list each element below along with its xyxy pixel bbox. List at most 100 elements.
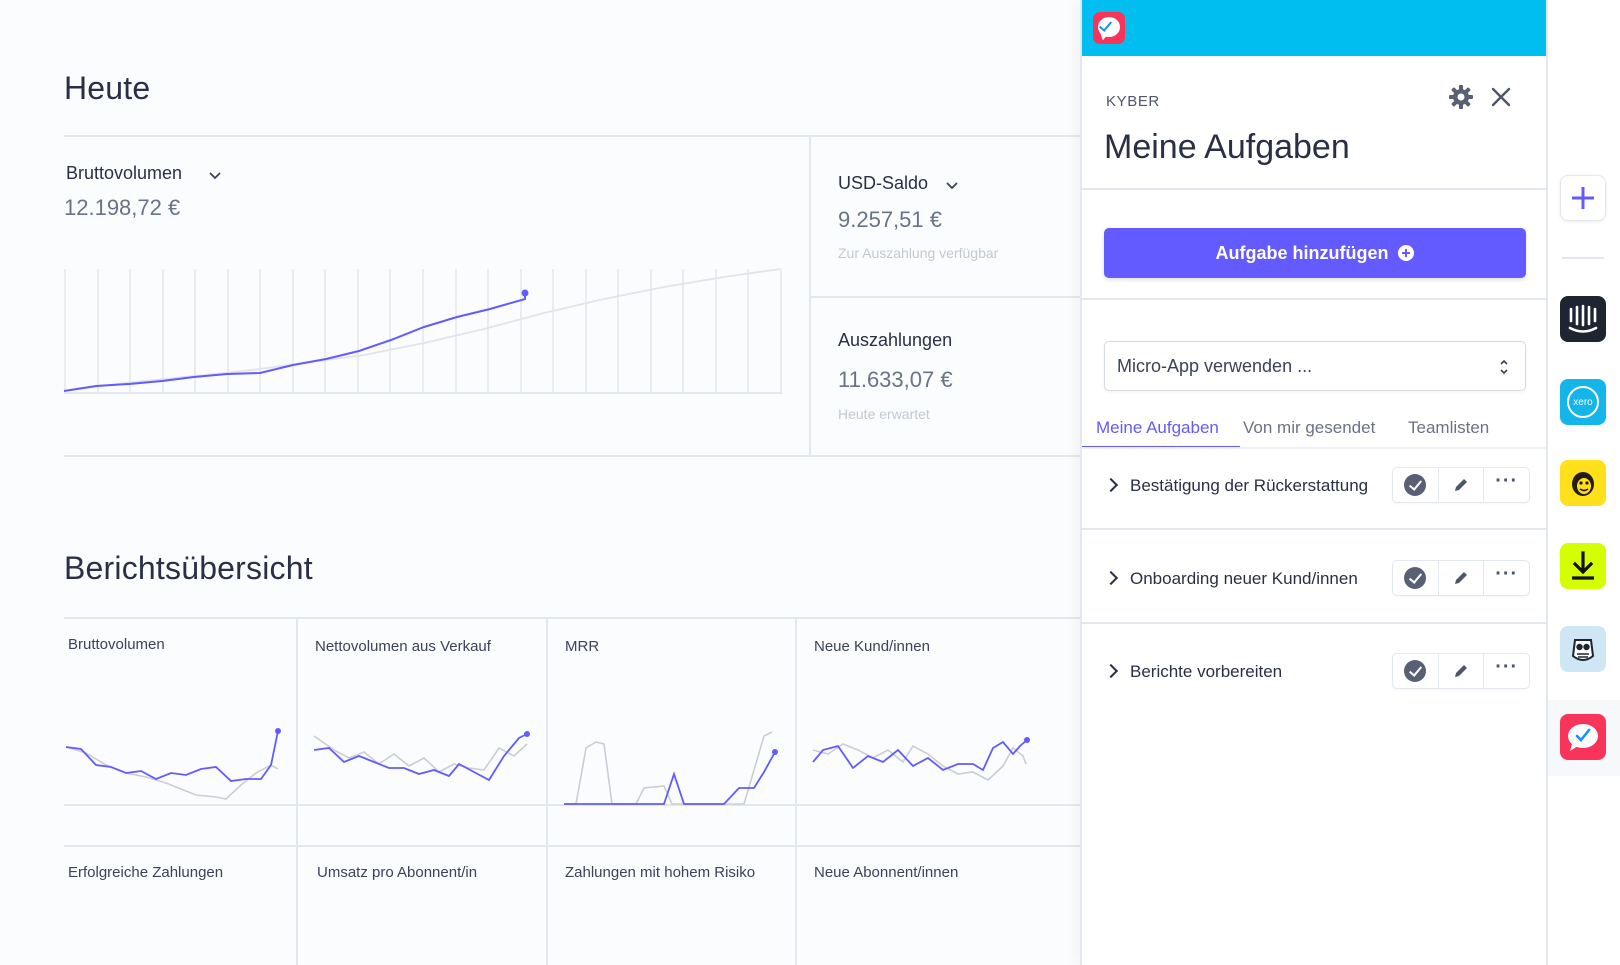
panel-vendor: KYBER <box>1106 93 1160 110</box>
sparkline-new-customers <box>812 737 1030 781</box>
report-card-successful-payments[interactable]: Erfolgreiche Zahlungen <box>68 864 224 881</box>
report-card-mrr[interactable]: MRR <box>565 638 600 655</box>
usd-balance-value: 9.257,51 € <box>838 207 942 232</box>
app-dock: xero <box>1548 0 1620 965</box>
xero-wordmark: xero <box>1573 396 1593 408</box>
dashboard: Heute Bruttovolumen 12.198,72 € USD-Sald… <box>63 70 1080 965</box>
divider <box>1082 188 1546 190</box>
task-label[interactable]: Bestätigung der Rückerstattung <box>1130 476 1369 495</box>
divider <box>1082 622 1546 624</box>
chevron-right-icon[interactable] <box>1103 477 1119 493</box>
divider <box>64 617 1080 619</box>
task-actions: ··· <box>1392 653 1530 689</box>
chevron-right-icon[interactable] <box>1103 570 1119 586</box>
download-app-icon[interactable] <box>1560 543 1606 589</box>
chart-line-current <box>63 293 526 392</box>
micro-app-select[interactable]: Micro-App verwenden ... <box>1104 341 1526 391</box>
add-app-button[interactable] <box>1560 175 1606 221</box>
sparkline-net-volume <box>313 731 530 782</box>
chevron-down-icon[interactable] <box>208 168 222 182</box>
more-options-button[interactable]: ··· <box>1484 468 1529 502</box>
usd-balance-sub: Zur Auszahlung verfügbar <box>838 245 999 261</box>
owl-app-icon[interactable] <box>1560 626 1606 672</box>
report-heading: Berichtsübersicht <box>64 550 313 586</box>
divider <box>1562 257 1604 259</box>
usd-balance-title[interactable]: USD-Saldo <box>838 173 929 193</box>
sparkline-mrr <box>564 731 778 805</box>
report-card-revenue-per-subscriber[interactable]: Umsatz pro Abonnent/in <box>317 864 478 881</box>
pencil-icon <box>1455 665 1467 677</box>
divider <box>546 619 548 965</box>
kyber-tasks-app-icon[interactable] <box>1560 714 1606 760</box>
divider <box>809 135 811 455</box>
chevron-down-icon[interactable] <box>945 178 959 192</box>
divider <box>296 619 298 965</box>
report-card-net-volume[interactable]: Nettovolumen aus Verkauf <box>315 638 491 655</box>
micro-app-select-value: Micro-App verwenden ... <box>1117 355 1313 376</box>
add-task-button[interactable]: Aufgabe hinzufügen <box>1104 228 1526 278</box>
edit-task-button[interactable] <box>1439 468 1485 502</box>
check-circle-icon <box>1404 474 1427 496</box>
chevron-right-icon[interactable] <box>1103 663 1119 679</box>
sparkline-gross-volume <box>65 728 281 800</box>
intercom-app-icon[interactable] <box>1560 296 1606 342</box>
panel-header-bar <box>1082 0 1546 56</box>
report-card-new-customers[interactable]: Neue Kund/innen <box>814 638 930 655</box>
divider <box>811 296 1080 298</box>
payouts-sub: Heute erwartet <box>838 406 930 422</box>
task-row[interactable]: Bestätigung der Rückerstattung ··· <box>1082 449 1546 545</box>
today-heading: Heute <box>64 70 151 106</box>
gross-volume-value: 12.198,72 € <box>64 195 181 220</box>
pencil-icon <box>1455 479 1467 491</box>
ellipsis-icon: ··· <box>1495 470 1519 492</box>
tab-sent-by-me[interactable]: Von mir gesendet <box>1243 418 1376 437</box>
task-row[interactable]: Berichte vorbereiten ··· <box>1082 635 1546 731</box>
divider <box>64 455 1080 457</box>
ellipsis-icon: ··· <box>1495 656 1519 678</box>
report-card-new-subscribers[interactable]: Neue Abonnent/innen <box>814 864 959 881</box>
payouts-value: 11.633,07 € <box>838 367 953 392</box>
edit-task-button[interactable] <box>1439 561 1485 595</box>
updown-chevron-icon <box>1500 359 1508 375</box>
edit-task-button[interactable] <box>1439 654 1485 688</box>
gross-volume-title[interactable]: Bruttovolumen <box>66 163 183 183</box>
tab-my-tasks[interactable]: Meine Aufgaben <box>1096 418 1219 437</box>
check-circle-icon <box>1404 660 1427 682</box>
task-label[interactable]: Berichte vorbereiten <box>1130 662 1283 681</box>
xero-app-icon[interactable]: xero <box>1560 379 1606 425</box>
add-task-label: Aufgabe hinzufügen <box>1215 242 1389 263</box>
divider <box>1082 528 1546 530</box>
report-card-high-risk-payments[interactable]: Zahlungen mit hohem Risiko <box>565 864 756 881</box>
pencil-icon <box>1455 572 1467 584</box>
kyber-app-icon <box>1093 12 1125 44</box>
task-actions: ··· <box>1392 560 1530 596</box>
report-card-gross-volume[interactable]: Bruttovolumen <box>68 636 165 653</box>
divider <box>64 135 1080 137</box>
task-row[interactable]: Onboarding neuer Kund/innen ··· <box>1082 542 1546 638</box>
more-options-button[interactable]: ··· <box>1484 561 1529 595</box>
chart-line-previous <box>63 268 781 392</box>
complete-task-button[interactable] <box>1393 654 1439 688</box>
plus-circle-icon <box>1398 245 1415 261</box>
chart-current-point <box>521 289 529 297</box>
divider <box>1082 298 1546 300</box>
gear-icon[interactable] <box>1448 84 1474 110</box>
ellipsis-icon: ··· <box>1495 563 1519 585</box>
tab-team-lists[interactable]: Teamlisten <box>1408 418 1490 437</box>
gross-volume-chart <box>63 268 782 394</box>
mailchimp-app-icon[interactable] <box>1560 460 1606 506</box>
divider <box>795 619 797 965</box>
panel-title: Meine Aufgaben <box>1104 128 1350 166</box>
task-label[interactable]: Onboarding neuer Kund/innen <box>1130 569 1358 588</box>
divider <box>64 804 1080 806</box>
close-icon[interactable] <box>1490 86 1512 108</box>
payouts-title[interactable]: Auszahlungen <box>838 330 953 350</box>
divider <box>64 845 1080 847</box>
complete-task-button[interactable] <box>1393 468 1439 502</box>
divider <box>1082 447 1546 449</box>
task-actions: ··· <box>1392 467 1530 503</box>
more-options-button[interactable]: ··· <box>1484 654 1529 688</box>
kyber-panel: KYBER Meine Aufgaben Aufgabe hinzufügen … <box>1080 0 1548 965</box>
check-circle-icon <box>1404 567 1427 589</box>
complete-task-button[interactable] <box>1393 561 1439 595</box>
